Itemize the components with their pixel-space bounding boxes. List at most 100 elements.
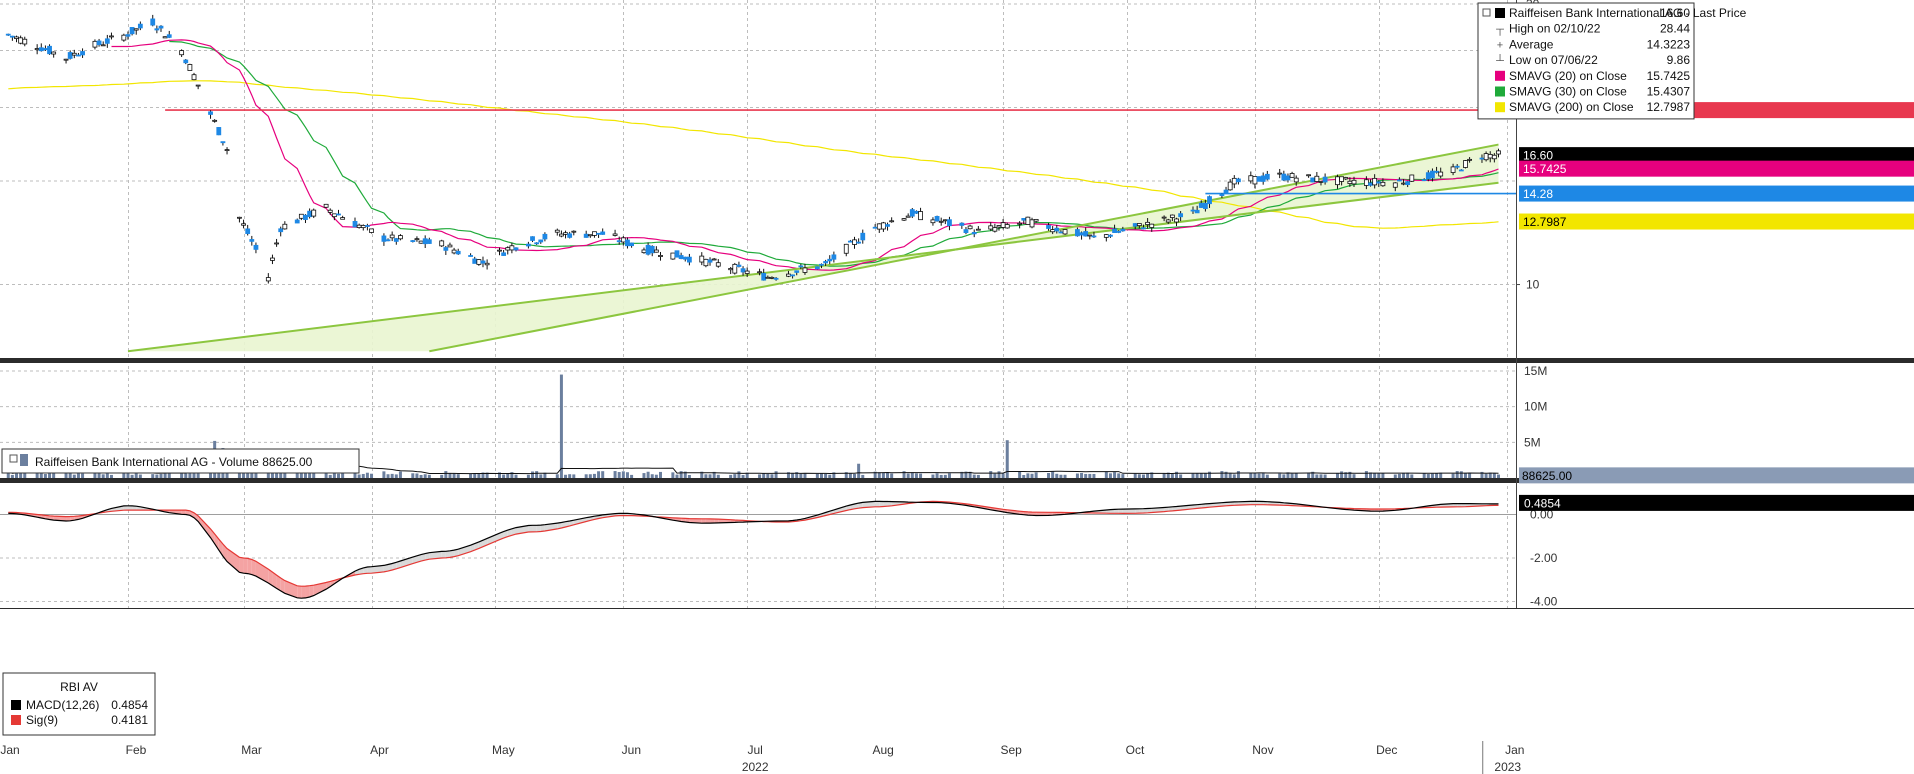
volume-bar xyxy=(1055,473,1059,478)
volume-bar xyxy=(419,474,423,478)
price-label-bg xyxy=(1519,213,1914,230)
candle-down xyxy=(104,38,110,44)
candle-down xyxy=(501,252,507,256)
yellow-square-icon xyxy=(1495,102,1505,113)
volume-bar xyxy=(415,473,419,478)
candle-down xyxy=(707,259,713,263)
volume-bar xyxy=(1261,472,1265,478)
volume-bar xyxy=(906,473,910,478)
volume-bar xyxy=(683,471,687,478)
macd-signal-fill xyxy=(879,501,884,507)
red-square-icon xyxy=(11,715,21,725)
macd-signal-fill xyxy=(239,557,244,574)
candle-down xyxy=(364,225,370,227)
candle-up xyxy=(327,209,333,213)
candle-down xyxy=(80,51,85,56)
volume-bar xyxy=(1459,471,1463,478)
candle-up xyxy=(881,222,886,230)
volume-bar xyxy=(1030,473,1034,478)
volume-bar xyxy=(155,474,159,478)
volume-bar xyxy=(1195,473,1199,478)
macd-signal-fill xyxy=(1172,506,1177,511)
candle-up xyxy=(1347,180,1353,184)
volume-label-bg xyxy=(1519,467,1914,484)
volume-bar xyxy=(485,472,489,478)
macd-signal-fill xyxy=(487,533,500,545)
month-label: Sep xyxy=(1000,743,1022,757)
macd-signal-fill xyxy=(1143,508,1148,513)
candle-up xyxy=(996,225,1002,228)
macd-signal-fill xyxy=(66,516,71,521)
volume-bar xyxy=(741,474,745,478)
candle-down xyxy=(959,222,965,226)
volume-bar xyxy=(353,472,357,478)
volume-bar xyxy=(361,473,365,478)
volume-tick-label: 15M xyxy=(1524,364,1547,378)
price-legend-label: SMAVG (30) on Close xyxy=(1509,85,1627,99)
candle-up xyxy=(992,227,998,232)
macd-signal-fill xyxy=(367,566,372,574)
low-icon: ┴ xyxy=(1495,53,1504,67)
candle-up xyxy=(191,74,197,81)
volume-bar xyxy=(1034,472,1038,478)
macd-signal-fill xyxy=(536,525,541,532)
macd-signal-fill xyxy=(1193,504,1198,509)
candle-down xyxy=(831,254,837,260)
macd-tick-label: -4.00 xyxy=(1530,594,1558,608)
macd-signal-fill xyxy=(1226,502,1231,506)
candle-down xyxy=(814,266,820,270)
macd-signal-fill xyxy=(425,552,430,561)
macd-legend-label: Sig(9) xyxy=(26,713,58,727)
candle-down xyxy=(468,255,473,257)
price-legend-value: 9.86 xyxy=(1667,53,1691,67)
volume-bar xyxy=(386,474,390,478)
volume-bar xyxy=(1286,472,1290,478)
macd-signal-fill xyxy=(280,578,285,594)
candle-down xyxy=(909,209,915,217)
volume-bar xyxy=(328,474,332,478)
volume-bar xyxy=(394,474,398,478)
candle-up xyxy=(786,273,791,277)
volume-bar xyxy=(1104,471,1108,478)
volume-bar xyxy=(76,471,80,478)
candle-up xyxy=(1438,171,1444,177)
volume-bar xyxy=(138,474,142,478)
candle-down xyxy=(455,250,461,255)
macd-signal-fill xyxy=(363,566,368,574)
macd-signal-fill xyxy=(123,505,128,511)
candle-down xyxy=(885,224,890,227)
volume-bar xyxy=(601,471,605,478)
candle-down xyxy=(860,232,866,241)
volume-bar xyxy=(126,472,130,478)
macd-signal-fill xyxy=(1230,501,1235,506)
macd-signal-fill xyxy=(833,506,847,514)
volume-bar xyxy=(815,473,819,478)
volume-bar xyxy=(1063,474,1067,478)
volume-bar xyxy=(737,471,741,478)
volume-bar xyxy=(1005,440,1009,478)
average-icon: + xyxy=(1497,39,1503,51)
macd-signal-fill xyxy=(511,527,517,536)
volume-bar xyxy=(1220,471,1224,478)
price-legend-label: SMAVG (200) on Close xyxy=(1509,100,1634,114)
candle-up xyxy=(988,225,994,230)
volume-bar xyxy=(658,471,662,478)
macd-signal-fill xyxy=(862,501,876,508)
macd-signal-fill xyxy=(532,525,537,532)
candle-up xyxy=(1161,216,1167,219)
macd-signal-fill xyxy=(429,551,442,560)
candle-down xyxy=(1178,213,1184,218)
macd-signal-fill xyxy=(297,585,302,599)
price-panel xyxy=(5,14,1516,353)
macd-label-bg xyxy=(1519,494,1914,511)
macd-signal-fill xyxy=(891,501,905,506)
volume-bar xyxy=(167,472,171,478)
candle-up xyxy=(484,262,490,266)
candle-down xyxy=(1430,170,1435,179)
volume-bar xyxy=(559,374,563,478)
volume-bar xyxy=(919,473,923,478)
volume-bar xyxy=(1402,472,1406,478)
macd-signal-fill xyxy=(689,518,702,524)
macd-signal-fill xyxy=(383,564,389,572)
